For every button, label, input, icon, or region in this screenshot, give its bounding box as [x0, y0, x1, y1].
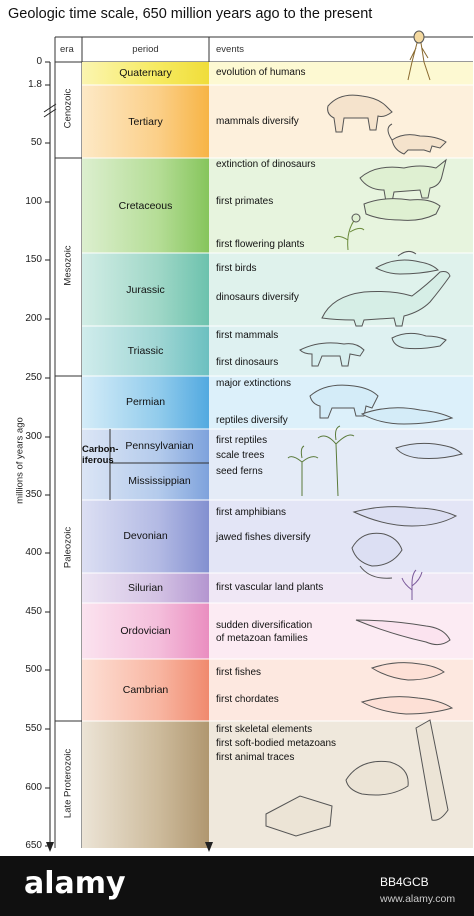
early-mammal-illustration	[391, 332, 447, 350]
tick-0: 0	[36, 56, 42, 67]
event-first-vascular-land-plants: first vascular land plants	[216, 582, 324, 593]
period-permian: Permian	[125, 396, 166, 408]
bird-illustration	[374, 250, 439, 275]
era-mesozoic: Mesozoic	[62, 245, 74, 286]
period-ordovician: Ordovician	[120, 625, 171, 637]
diagram-title: Geologic time scale, 650 million years a…	[8, 6, 373, 22]
era-paleozoic: Paleozoic	[62, 526, 74, 569]
period-tertiary: Tertiary	[128, 116, 163, 128]
event-first-dinosaurs: first dinosaurs	[216, 357, 279, 368]
event-first-mammals: first mammals	[216, 330, 279, 341]
period-cambrian: Cambrian	[122, 684, 169, 696]
carboniferous-label-line-2: iferous	[82, 455, 114, 466]
event-first-amphibians: first amphibians	[216, 507, 287, 518]
period-devonian: Devonian	[123, 530, 168, 542]
scale-tree-illustration	[287, 425, 355, 497]
event-first-reptiles: first reptiles	[216, 435, 268, 446]
cambrian-fish-illustration	[360, 662, 454, 715]
mammal-illustration	[327, 94, 393, 133]
events-column-header: events	[216, 44, 244, 55]
tick-350: 350	[25, 489, 42, 500]
tick-400: 400	[25, 547, 42, 558]
event-first-birds: first birds	[216, 263, 257, 274]
era-cenozoic: Cenozoic	[62, 88, 74, 129]
event-first-skeletal-elements: first skeletal elements	[216, 724, 313, 735]
period-jurassic: Jurassic	[126, 284, 165, 296]
event-sudden-diversification: sudden diversification	[216, 620, 313, 631]
event-first-primates: first primates	[216, 196, 274, 207]
vascular-plant-illustration	[401, 569, 423, 600]
event-first-chordates: first chordates	[216, 694, 279, 705]
watermark-footer	[0, 856, 474, 916]
event-extinction-of-dinosaurs: extinction of dinosaurs	[216, 159, 316, 170]
event-reptiles-diversify: reptiles diversify	[216, 415, 288, 426]
era-late-proterozoic: Late Proterozoic	[62, 748, 74, 819]
tick-100: 100	[25, 196, 42, 207]
event-first-animal-traces: first animal traces	[216, 752, 295, 763]
event-dinosaurs-diversify: dinosaurs diversify	[216, 292, 299, 303]
event-first-soft-bodied-metazoans: first soft-bodied metazoans	[216, 738, 337, 749]
small-mammal-illustration	[387, 123, 447, 155]
event-major-extinctions: major extinctions	[216, 378, 292, 389]
tick-200: 200	[25, 313, 42, 324]
carboniferous-label: Carbon- iferous	[82, 444, 119, 466]
event-evolution-of-humans: evolution of humans	[216, 67, 306, 78]
y-axis-label: millions of years ago	[14, 417, 26, 504]
tick-450: 450	[25, 606, 42, 617]
alamy-url: www.alamy.com	[380, 893, 456, 905]
image-id: BB4GCB	[380, 875, 429, 889]
event-first-fishes: first fishes	[216, 667, 262, 678]
tick-150: 150	[25, 254, 42, 265]
tick-1-8: 1.8	[28, 79, 42, 90]
tick-550: 550	[25, 723, 42, 734]
event-first-flowering-plants: first flowering plants	[216, 239, 305, 250]
human-illustration	[407, 30, 431, 81]
tick-600: 600	[25, 782, 42, 793]
devonian-fish-illustration	[351, 506, 458, 579]
event-scale-trees: scale trees	[216, 450, 265, 461]
dinosaur-illustration	[299, 342, 365, 367]
period-triassic: Triassic	[127, 345, 164, 357]
event-seed-ferns: seed ferns	[216, 466, 263, 477]
event-mammals-diversify: mammals diversify	[216, 116, 299, 127]
tick-650: 650	[25, 840, 42, 851]
sauropod-illustration	[321, 271, 451, 327]
triceratops-illustration	[359, 158, 447, 203]
tick-300: 300	[25, 431, 42, 442]
era-column-header: era	[60, 44, 74, 55]
nautiloid-illustration	[355, 619, 451, 646]
tick-500: 500	[25, 664, 42, 675]
event-jawed-fishes-diversify: jawed fishes diversify	[216, 532, 311, 543]
event-metazoan-families: of metazoan families	[216, 633, 308, 644]
shell-illustration	[265, 719, 449, 837]
period-cretaceous: Cretaceous	[118, 200, 173, 212]
tick-250: 250	[25, 372, 42, 383]
alamy-logo: alamy	[24, 866, 126, 901]
period-column-header: period	[132, 44, 159, 55]
tick-50: 50	[30, 137, 42, 148]
amphibian-illustration	[395, 442, 463, 459]
period-pennsylvanian: Pennsylvanian	[125, 440, 194, 452]
period-silurian: Silurian	[127, 582, 164, 594]
plant-illustration	[333, 213, 365, 251]
primate-illustration	[363, 198, 441, 221]
carboniferous-label-line-1: Carbon-	[82, 444, 119, 455]
period-mississippian: Mississippian	[128, 475, 191, 487]
period-quaternary: Quaternary	[119, 67, 172, 79]
permian-reptile-illustration	[309, 384, 454, 425]
